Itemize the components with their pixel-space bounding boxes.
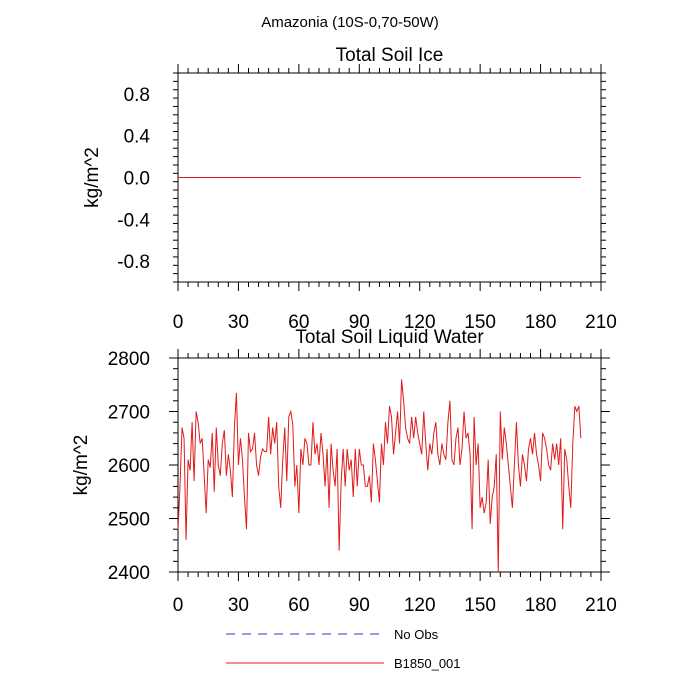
y-tick-label: 2700 bbox=[108, 403, 150, 424]
x-tick-label: 0 bbox=[173, 312, 184, 333]
series-line-b1850-001 bbox=[177, 379, 582, 573]
chart-title-liquid-water: Total Soil Liquid Water bbox=[295, 327, 484, 348]
x-tick-label: 180 bbox=[525, 312, 557, 333]
y-tick-label: -0.4 bbox=[117, 210, 150, 231]
x-tick-label: 60 bbox=[288, 595, 309, 616]
x-tick-label: 90 bbox=[349, 595, 370, 616]
y-tick-label: 2500 bbox=[108, 510, 150, 531]
x-tick-label: 210 bbox=[585, 312, 617, 333]
y-tick-label: -0.8 bbox=[117, 252, 150, 273]
legend-label-b1850-001: B1850_001 bbox=[394, 656, 461, 671]
chart-title-ice: Total Soil Ice bbox=[336, 45, 444, 66]
x-tick-label: 180 bbox=[525, 595, 557, 616]
x-tick-label: 30 bbox=[228, 312, 249, 333]
y-tick-label: 0.8 bbox=[124, 85, 150, 106]
x-tick-label: 0 bbox=[173, 595, 184, 616]
x-tick-label: 150 bbox=[464, 595, 496, 616]
x-tick-label: 60 bbox=[288, 312, 309, 333]
panel-total-soil-liquid-water: Total Soil Liquid Water 0 30 60 90 120 150 180 2… bbox=[71, 327, 617, 616]
y-axis-label: kg/m^2 bbox=[71, 435, 92, 496]
y-tick-label: 2800 bbox=[108, 349, 150, 370]
x-tick-label: 120 bbox=[404, 312, 436, 333]
x-tick-label: 120 bbox=[404, 595, 436, 616]
plot-frame bbox=[177, 357, 602, 573]
x-tick-label: 210 bbox=[585, 595, 617, 616]
legend: No Obs B1850_001 bbox=[226, 627, 461, 671]
panel-total-soil-ice: Total Soil Ice 0 30 60 90 120 150 180 210 0.8 0.4 0… bbox=[82, 45, 617, 333]
x-tick-label: 150 bbox=[464, 312, 496, 333]
legend-label-no-obs: No Obs bbox=[394, 627, 439, 642]
y-tick-label: 0.0 bbox=[124, 169, 150, 190]
x-tick-label: 30 bbox=[228, 595, 249, 616]
y-tick-label: 0.4 bbox=[124, 127, 151, 148]
y-tick-label: 2400 bbox=[108, 563, 150, 584]
y-axis-label: kg/m^2 bbox=[82, 147, 103, 208]
figure-title: Amazonia (10S-0,70-50W) bbox=[261, 14, 439, 31]
y-tick-label: 2600 bbox=[108, 456, 150, 477]
x-tick-label: 90 bbox=[349, 312, 370, 333]
